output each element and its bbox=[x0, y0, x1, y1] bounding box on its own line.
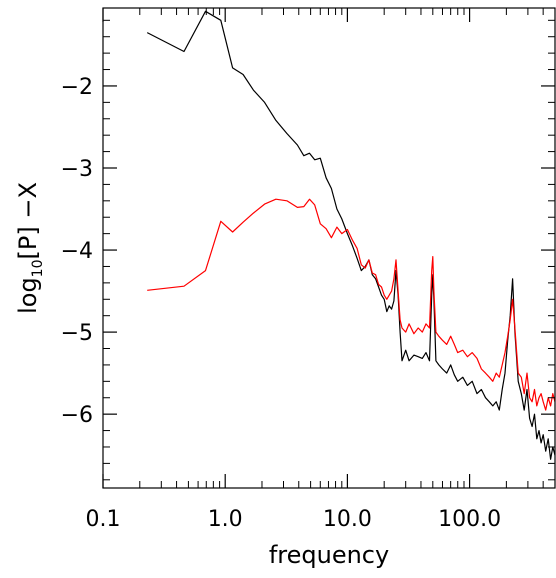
series-layer bbox=[146, 10, 556, 460]
y-axis-title-log: log bbox=[14, 277, 42, 314]
y-axis-title-rest: [P] −X bbox=[14, 182, 42, 259]
y-axis-title: log10[P] −X bbox=[14, 182, 46, 314]
y-tick-label: −2 bbox=[61, 75, 93, 100]
plot-frame bbox=[102, 7, 556, 489]
x-tick-label: 1.0 bbox=[208, 507, 243, 532]
x-tick-label: 0.1 bbox=[86, 507, 121, 532]
x-axis-title: frequency bbox=[269, 541, 389, 569]
tick-layer: 0.1 1.0 10.0 100.0 −2 −3 −4 −5 −6 bbox=[61, 8, 556, 532]
series-line-2 bbox=[147, 198, 556, 411]
x-tick-label: 10.0 bbox=[323, 507, 372, 532]
y-axis-title-subscript: 10 bbox=[30, 259, 46, 277]
y-tick-label: −3 bbox=[61, 157, 93, 182]
series-line-1 bbox=[146, 10, 556, 460]
y-tick-label: −5 bbox=[61, 321, 93, 346]
y-tick-label: −6 bbox=[61, 403, 93, 428]
x-tick-label: 100.0 bbox=[438, 507, 501, 532]
y-tick-label: −4 bbox=[61, 239, 93, 264]
